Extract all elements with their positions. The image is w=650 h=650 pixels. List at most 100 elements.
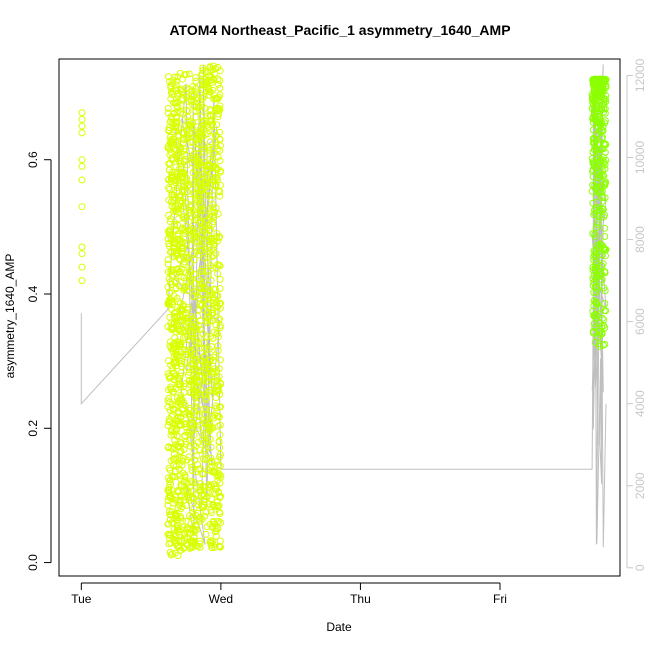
data-point bbox=[183, 277, 190, 285]
data-point bbox=[209, 334, 217, 342]
data-point bbox=[207, 73, 215, 81]
data-point bbox=[203, 361, 211, 369]
data-point bbox=[593, 221, 601, 229]
data-point bbox=[205, 187, 212, 195]
right-axis-tick-label: 10000 bbox=[633, 140, 647, 174]
data-point bbox=[182, 517, 190, 525]
data-point bbox=[167, 551, 175, 559]
data-point bbox=[216, 421, 224, 429]
data-point bbox=[172, 87, 180, 95]
data-point bbox=[216, 379, 224, 387]
data-point bbox=[78, 156, 86, 164]
data-point bbox=[172, 277, 180, 285]
data-point bbox=[177, 440, 185, 448]
right-axis-tick-label: 0 bbox=[633, 564, 647, 571]
data-point bbox=[216, 128, 224, 136]
data-point bbox=[594, 248, 602, 256]
data-point bbox=[588, 105, 596, 113]
data-point bbox=[167, 88, 175, 96]
data-point bbox=[599, 197, 607, 205]
data-point bbox=[599, 153, 607, 161]
data-point bbox=[177, 182, 185, 190]
data-point bbox=[195, 134, 203, 141]
data-point bbox=[192, 521, 200, 529]
data-point bbox=[164, 235, 172, 243]
data-point bbox=[208, 462, 216, 470]
data-point bbox=[164, 268, 172, 276]
data-point bbox=[180, 261, 188, 269]
data-point bbox=[201, 104, 209, 112]
data-point bbox=[200, 254, 208, 262]
data-point bbox=[184, 303, 192, 311]
data-point bbox=[210, 328, 218, 336]
data-point bbox=[590, 320, 598, 328]
data-point bbox=[216, 431, 224, 439]
data-point bbox=[601, 165, 609, 173]
data-point bbox=[196, 537, 204, 545]
data-point bbox=[199, 119, 207, 126]
data-point bbox=[78, 203, 86, 211]
data-point bbox=[209, 264, 216, 272]
data-point bbox=[196, 195, 204, 203]
data-point bbox=[187, 477, 195, 485]
data-point bbox=[214, 63, 222, 71]
data-point bbox=[178, 305, 186, 313]
data-point bbox=[178, 224, 186, 232]
data-point bbox=[216, 356, 224, 364]
data-point bbox=[600, 108, 607, 116]
data-point bbox=[164, 397, 172, 405]
data-point bbox=[165, 520, 173, 528]
data-point bbox=[214, 176, 221, 184]
data-point bbox=[195, 322, 203, 329]
data-point bbox=[181, 316, 188, 324]
data-point bbox=[214, 386, 222, 394]
data-point bbox=[189, 224, 197, 232]
data-point bbox=[78, 115, 86, 123]
data-point bbox=[208, 191, 216, 199]
data-point bbox=[165, 275, 173, 283]
data-point bbox=[170, 110, 178, 118]
data-point bbox=[215, 461, 223, 469]
data-point bbox=[196, 517, 204, 525]
data-point bbox=[78, 263, 86, 271]
data-point bbox=[190, 256, 198, 264]
data-point bbox=[183, 94, 191, 102]
data-point bbox=[168, 202, 176, 210]
data-point bbox=[171, 359, 179, 367]
data-point bbox=[213, 502, 221, 510]
data-point bbox=[213, 292, 221, 300]
data-point bbox=[165, 508, 173, 515]
data-point bbox=[181, 346, 189, 354]
data-point bbox=[164, 142, 172, 150]
data-point bbox=[205, 127, 213, 135]
data-point bbox=[174, 131, 182, 139]
data-point bbox=[171, 467, 179, 475]
data-point bbox=[190, 270, 198, 278]
data-point bbox=[202, 530, 210, 538]
data-point bbox=[210, 149, 218, 157]
data-point bbox=[164, 497, 172, 504]
data-point bbox=[168, 80, 176, 88]
data-point bbox=[208, 509, 215, 516]
data-point bbox=[201, 344, 208, 352]
left-axis-tick-label: 0.0 bbox=[26, 554, 40, 571]
data-point bbox=[213, 121, 221, 129]
data-point bbox=[207, 195, 215, 203]
right-axis-tick-label: 4000 bbox=[633, 390, 647, 417]
data-point bbox=[189, 169, 197, 177]
data-point bbox=[164, 323, 172, 331]
data-point bbox=[212, 142, 220, 149]
data-point bbox=[179, 173, 187, 181]
data-point bbox=[184, 526, 192, 534]
data-point bbox=[201, 217, 209, 225]
data-point bbox=[188, 463, 196, 471]
data-point bbox=[170, 360, 178, 368]
data-point bbox=[205, 295, 213, 303]
data-point bbox=[183, 177, 191, 185]
data-point bbox=[167, 148, 175, 156]
data-point bbox=[217, 473, 225, 481]
data-point bbox=[170, 181, 178, 189]
data-point bbox=[214, 525, 222, 533]
data-point bbox=[188, 124, 196, 132]
